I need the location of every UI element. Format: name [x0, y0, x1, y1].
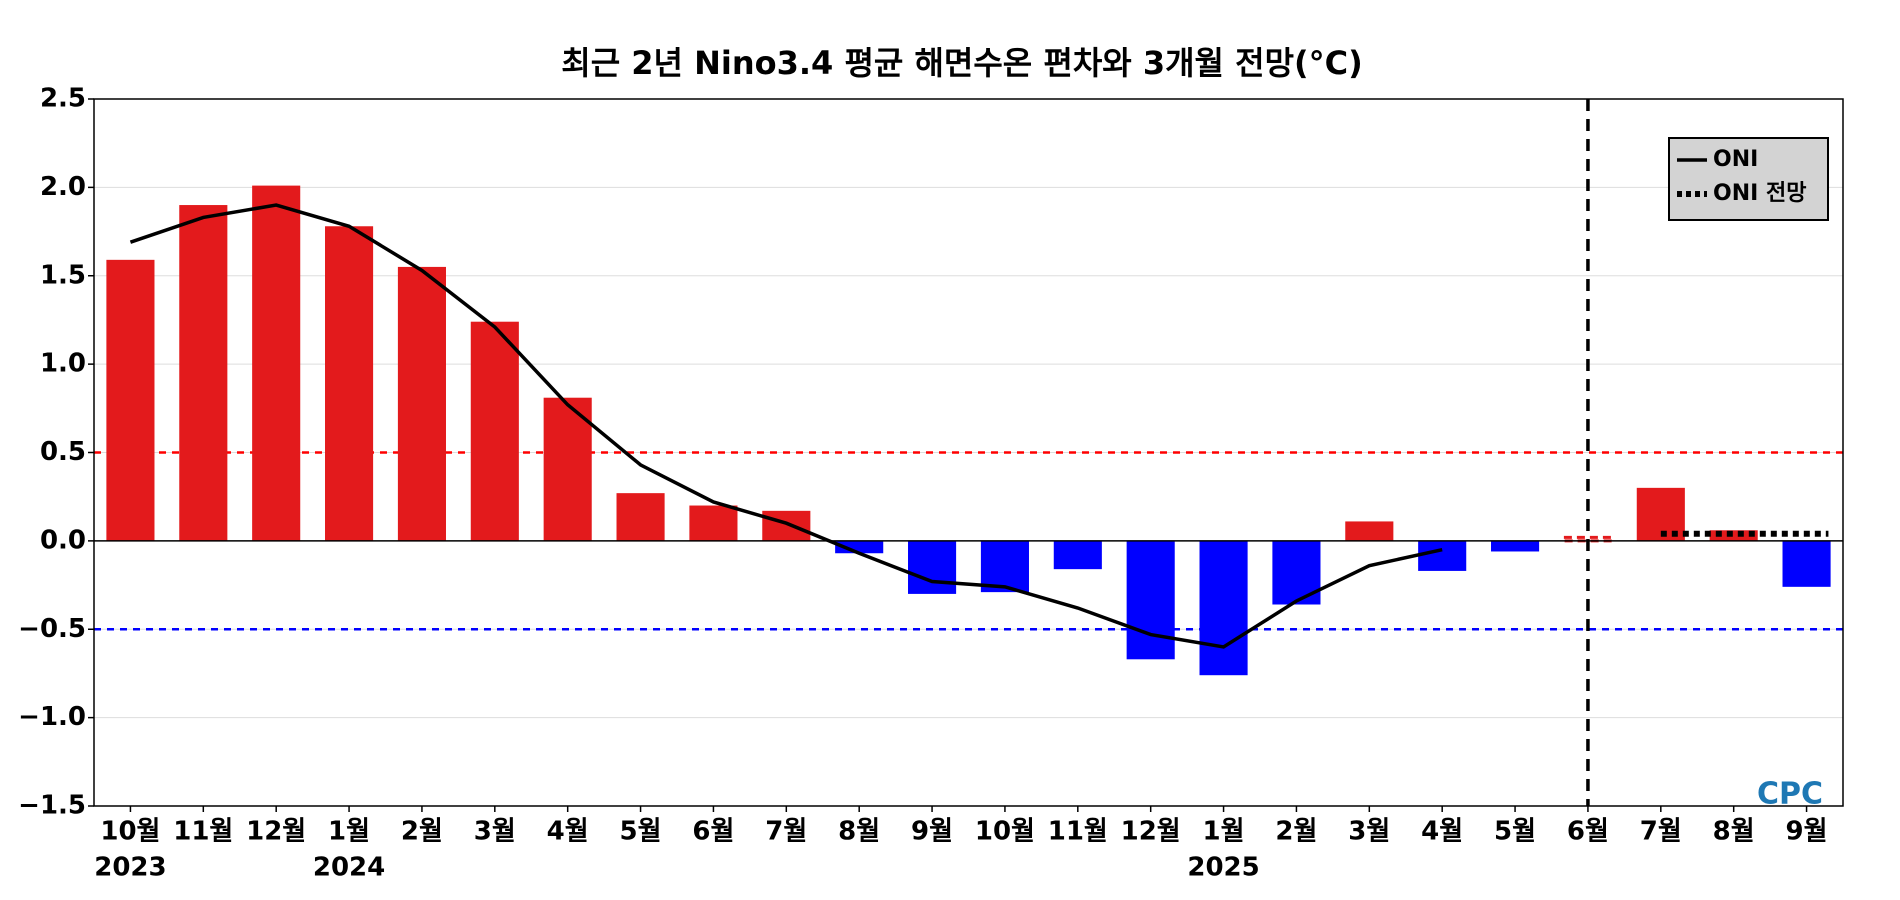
x-tick-label: 2월	[401, 817, 443, 847]
year-label: 2024	[313, 853, 385, 883]
bar	[1272, 540, 1321, 605]
line-series	[129, 203, 1443, 649]
x-tick-label: 5월	[1494, 817, 1536, 847]
y-tick-label: 2.0	[40, 172, 86, 202]
legend-label: ONI 전망	[1713, 181, 1806, 206]
x-tick-label: 11월	[173, 817, 233, 847]
legend-label: ONI	[1713, 147, 1758, 172]
y-tick-label: 0.5	[40, 437, 86, 467]
bar	[689, 505, 738, 541]
bar	[1199, 540, 1248, 676]
x-tick-label: 11월	[1048, 817, 1108, 847]
x-tick-label: 9월	[1786, 817, 1828, 847]
x-tick-label: 4월	[547, 817, 589, 847]
bar	[1126, 540, 1175, 660]
bar	[1053, 540, 1102, 570]
chart-title: 최근 2년 Nino3.4 평균 해면수온 편차와 3개월 전망(°C)	[561, 44, 1363, 82]
bar	[543, 397, 592, 541]
x-tick-label: 3월	[474, 817, 516, 847]
bar	[1418, 540, 1467, 571]
x-tick-label: 1월	[328, 817, 370, 847]
x-tick-label: 3월	[1348, 817, 1390, 847]
x-tick-label: 6월	[1567, 817, 1609, 847]
y-tick-label: −1.0	[18, 702, 86, 732]
bar	[252, 185, 301, 541]
x-tick-label: 4월	[1421, 817, 1463, 847]
x-tick-label: 12월	[246, 817, 306, 847]
x-tick-label: 7월	[1640, 817, 1682, 847]
x-tick-label: 7월	[765, 817, 807, 847]
bar	[1709, 530, 1758, 541]
y-tick-label: 0.0	[40, 525, 86, 555]
bar	[1491, 540, 1540, 552]
bar	[470, 321, 519, 541]
legend-box	[1668, 137, 1829, 221]
plot-frame	[93, 98, 1844, 807]
bar	[1345, 521, 1394, 541]
bar	[325, 226, 374, 541]
x-tick-label: 8월	[1713, 817, 1755, 847]
x-tick-label: 12월	[1121, 817, 1181, 847]
x-tick-label: 8월	[838, 817, 880, 847]
y-tick-label: 1.0	[40, 349, 86, 379]
x-tick-label: 6월	[692, 817, 734, 847]
logo: CPC	[1757, 777, 1823, 812]
bar	[980, 540, 1029, 593]
bar	[397, 266, 446, 541]
y-tick-label: 1.5	[40, 260, 86, 290]
x-tick-label: 10월	[100, 817, 160, 847]
year-label: 2025	[1187, 853, 1259, 883]
x-tick-label: 10월	[975, 817, 1035, 847]
y-tick-label: −0.5	[18, 614, 86, 644]
x-tick-label: 1월	[1203, 817, 1245, 847]
bar	[106, 259, 155, 541]
year-label: 2023	[94, 853, 166, 883]
bar	[616, 493, 665, 541]
x-tick-label: 5월	[620, 817, 662, 847]
bar	[908, 540, 957, 594]
x-tick-label: 9월	[911, 817, 953, 847]
y-tick-label: 2.5	[40, 84, 86, 114]
bar	[179, 205, 228, 541]
y-tick-label: −1.5	[18, 791, 86, 821]
bar	[762, 510, 811, 541]
x-tick-label: 2월	[1275, 817, 1317, 847]
bar	[1782, 540, 1831, 587]
